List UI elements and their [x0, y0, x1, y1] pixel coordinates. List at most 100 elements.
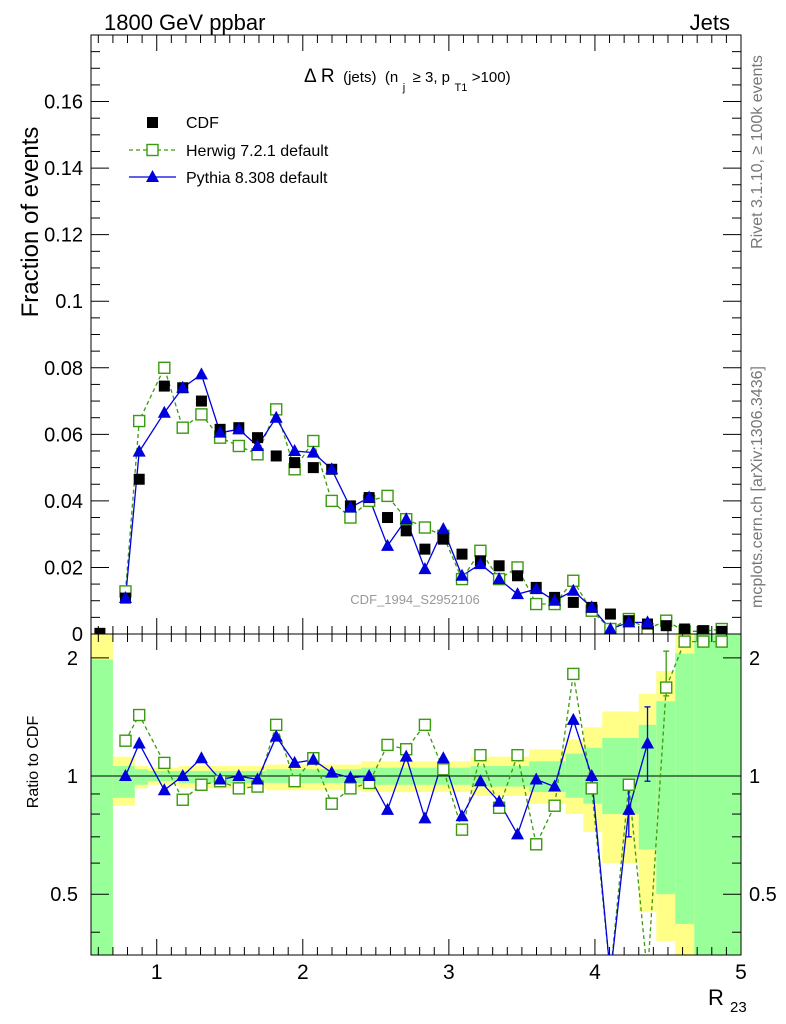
title-delta-r: Δ R: [304, 66, 335, 87]
band-inner: [112, 766, 135, 798]
pythia-point: [418, 562, 432, 575]
x-axis-title: R 23: [708, 985, 747, 1016]
pythia-ratio-point: [529, 772, 543, 785]
pythia-point: [585, 600, 599, 613]
herwig-ratio-point: [381, 738, 394, 752]
x-axis-title-main: R: [708, 985, 724, 1010]
herwig-ratio-point: [158, 756, 171, 770]
cdf-point: [270, 450, 282, 462]
herwig-ratio-point: [344, 782, 357, 795]
cdf-point: [679, 623, 691, 634]
herwig-ratio-point: [325, 797, 338, 810]
pythia-ratio-point: [213, 772, 227, 785]
pythia-ratio-point: [399, 749, 413, 762]
cdf-point: [289, 457, 301, 469]
ratio-y-tick-label: 0.5: [50, 884, 78, 906]
cdf-point: [512, 570, 524, 582]
ratio-frame: [90, 633, 742, 956]
chart-title: Δ R (jets) (n j ≥ 3, p T1 >100): [304, 66, 511, 95]
x-tick-label: 3: [443, 961, 455, 984]
legend-label-pythia: Pythia 8.308 default: [186, 170, 328, 187]
herwig-ratio-line: [124, 640, 722, 955]
pythia-point: [269, 410, 283, 423]
legend-label-cdf: CDF: [186, 115, 219, 132]
pythia-ratio-point: [641, 736, 655, 749]
pythia-ratio-point: [362, 769, 376, 782]
ratio-y-tick-label: 1: [67, 766, 78, 788]
pythia-ratio-point: [436, 751, 450, 764]
herwig-ratio-point: [119, 734, 132, 747]
pythia-point: [176, 380, 190, 393]
pythia-ratio-point: [622, 802, 636, 815]
pythia-point: [213, 425, 227, 438]
herwig-ratio-point: [548, 799, 561, 812]
ratio-series: [118, 635, 728, 955]
ratio-axis-title: Ratio to CDF: [25, 716, 42, 809]
ratio-panel: 1 2 3 4 5 0.5 0.5 1 1 2 2: [50, 35, 777, 984]
title-pt-sub: T1: [454, 82, 467, 94]
main-series: [94, 361, 728, 634]
y-tick-label: 0.06: [44, 424, 83, 446]
x-axis-title-sub: 23: [730, 999, 747, 1016]
pythia-ratio-point: [269, 729, 283, 742]
title-cond-end: >100): [472, 69, 511, 86]
band-inner: [694, 634, 741, 955]
herwig-ratio-point: [270, 718, 283, 732]
pythia-ratio-point: [325, 765, 339, 778]
main-panel: 0 0.02 0.04 0.06 0.08 0.1 0.12 0.14 0.16: [44, 34, 742, 955]
x-tick-label: 2: [297, 961, 309, 984]
pythia-ratio-point: [455, 809, 469, 822]
header-left: 1800 GeV ppbar: [104, 10, 265, 35]
mcplots-label: mcplots.cern.ch [arXiv:1306.3436]: [749, 366, 766, 608]
pythia-point: [251, 438, 265, 451]
y-tick-label: 0.16: [44, 92, 83, 114]
cdf-point: [716, 625, 728, 634]
title-cond-open: (n: [385, 69, 398, 86]
herwig-ratio-point: [511, 748, 524, 762]
pythia-ratio-point: [343, 770, 357, 783]
y-tick-label: 0.12: [44, 225, 83, 247]
cdf-point: [195, 395, 207, 407]
pythia-ratio-point: [306, 752, 320, 765]
legend: CDF Herwig 7.2.1 default Pythia 8.308 de…: [129, 115, 329, 187]
legend-marker-cdf: [147, 117, 158, 128]
legend-marker-herwig: [146, 143, 159, 157]
y-tick-label: 0.02: [44, 557, 83, 579]
pythia-ratio-point: [132, 736, 146, 749]
pythia-point: [306, 445, 320, 458]
herwig-point: [307, 434, 320, 448]
herwig-ratio-point: [232, 782, 246, 795]
herwig-point: [176, 421, 189, 434]
herwig-point: [158, 361, 171, 374]
cdf-point: [133, 473, 145, 485]
pythia-point: [603, 622, 617, 634]
band-inner: [134, 769, 148, 785]
pythia-ratio-point: [585, 769, 599, 782]
herwig-ratio-point: [622, 778, 636, 791]
herwig-point: [474, 544, 487, 558]
pythia-ratio-point: [176, 769, 190, 782]
herwig-point: [530, 597, 543, 611]
herwig-ratio-point: [437, 763, 450, 776]
pythia-point: [343, 500, 357, 513]
pythia-ratio-point: [157, 783, 171, 796]
pythia-point: [157, 405, 171, 418]
x-tick-label: 5: [735, 961, 747, 984]
pythia-ratio-point: [232, 769, 246, 782]
pythia-ratio-point: [118, 769, 132, 782]
herwig-ratio-point: [195, 778, 208, 791]
herwig-ratio-point: [660, 681, 673, 694]
pythia-point: [529, 582, 543, 595]
pythia-point: [399, 512, 413, 525]
pythia-point: [622, 615, 636, 628]
analysis-watermark: CDF_1994_S2952106: [350, 592, 479, 607]
pythia-point: [511, 587, 525, 600]
title-nj-sub: j: [402, 82, 405, 94]
pythia-point: [492, 572, 506, 585]
pythia-ratio-point: [473, 774, 487, 787]
herwig-point: [418, 521, 432, 534]
cdf-point: [493, 560, 505, 572]
pythia-point: [455, 568, 469, 581]
pythia-ratio-point: [418, 811, 432, 824]
y-axis-title: Fraction of events: [17, 127, 44, 318]
